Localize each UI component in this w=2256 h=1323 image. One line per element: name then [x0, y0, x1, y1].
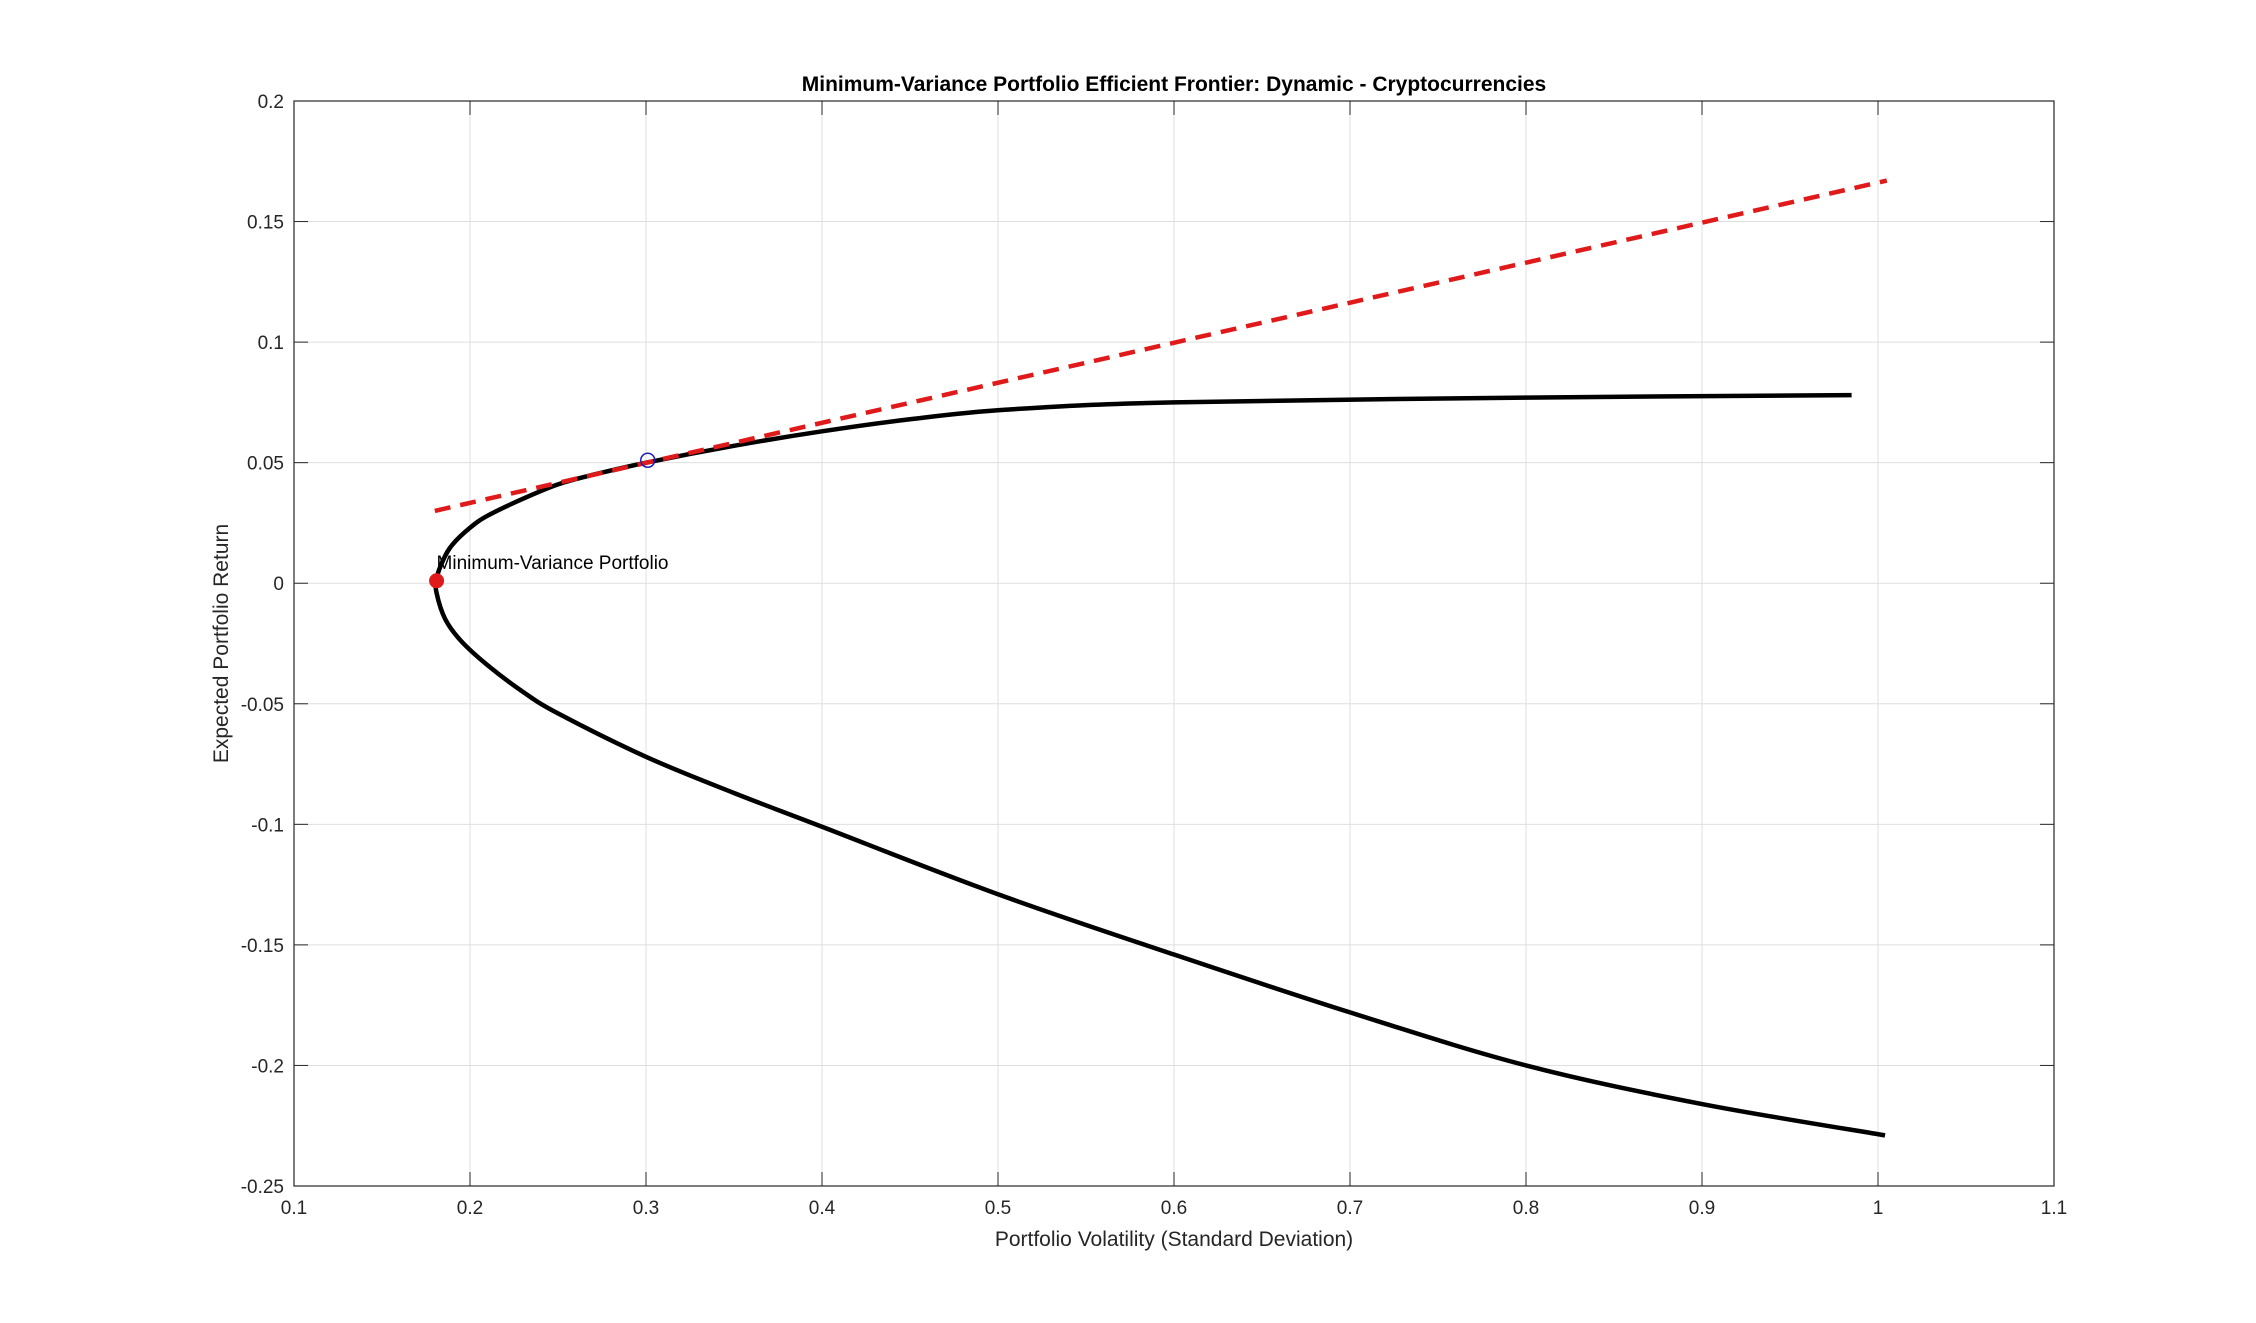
annotation-min-variance: Minimum-Variance Portfolio [437, 553, 669, 574]
y-tick-label: -0.15 [241, 936, 284, 957]
grid [294, 101, 2054, 1186]
x-tick-label: 0.8 [1513, 1198, 1539, 1219]
tangency-marker [640, 452, 656, 469]
x-tick-label: 0.3 [633, 1198, 659, 1219]
y-tick-label: -0.2 [251, 1056, 284, 1077]
x-tick-label: 0.1 [281, 1198, 307, 1219]
y-tick-label: 0.1 [258, 333, 284, 354]
chart-title: Minimum-Variance Portfolio Efficient Fro… [802, 73, 1546, 96]
x-tick-label: 0.7 [1337, 1198, 1363, 1219]
markers [429, 452, 656, 589]
x-tick-label: 1 [1873, 1198, 1884, 1219]
y-axis-label: Expected Portfolio Return [210, 524, 233, 763]
tangent-line-series [434, 178, 1888, 514]
y-tick-label: 0.05 [247, 454, 284, 475]
y-tick-label: -0.05 [241, 695, 284, 716]
y-tick-label: -0.1 [251, 815, 284, 836]
y-tick-label: 0 [273, 574, 284, 595]
x-tick-label: 0.5 [985, 1198, 1011, 1219]
x-tick-label: 0.4 [809, 1198, 836, 1219]
y-tick-label: 0.2 [258, 92, 284, 113]
y-tick-label: -0.25 [241, 1177, 284, 1198]
min-variance-marker [429, 573, 445, 589]
y-tick-label: 0.15 [247, 213, 284, 234]
x-tick-label: 0.6 [1161, 1198, 1187, 1219]
ticks: 0.1 0.2 0.3 0.4 0.5 0.6 0.7 0.8 0.9 1 1.1 -0.25 -0.2… [241, 92, 2068, 1219]
x-tick-label: 0.2 [457, 1198, 483, 1219]
x-tick-label: 0.9 [1689, 1198, 1715, 1219]
x-axis-label: Portfolio Volatility (Standard Deviation… [995, 1228, 1353, 1251]
x-tick-label: 1.1 [2041, 1198, 2067, 1219]
